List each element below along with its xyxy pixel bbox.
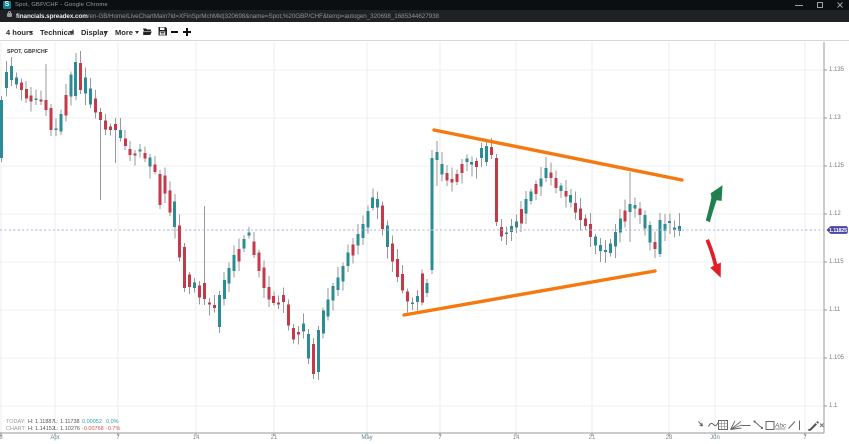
- svg-text:1.11825: 1.11825: [829, 228, 847, 234]
- svg-text:Abc: Abc: [774, 423, 787, 430]
